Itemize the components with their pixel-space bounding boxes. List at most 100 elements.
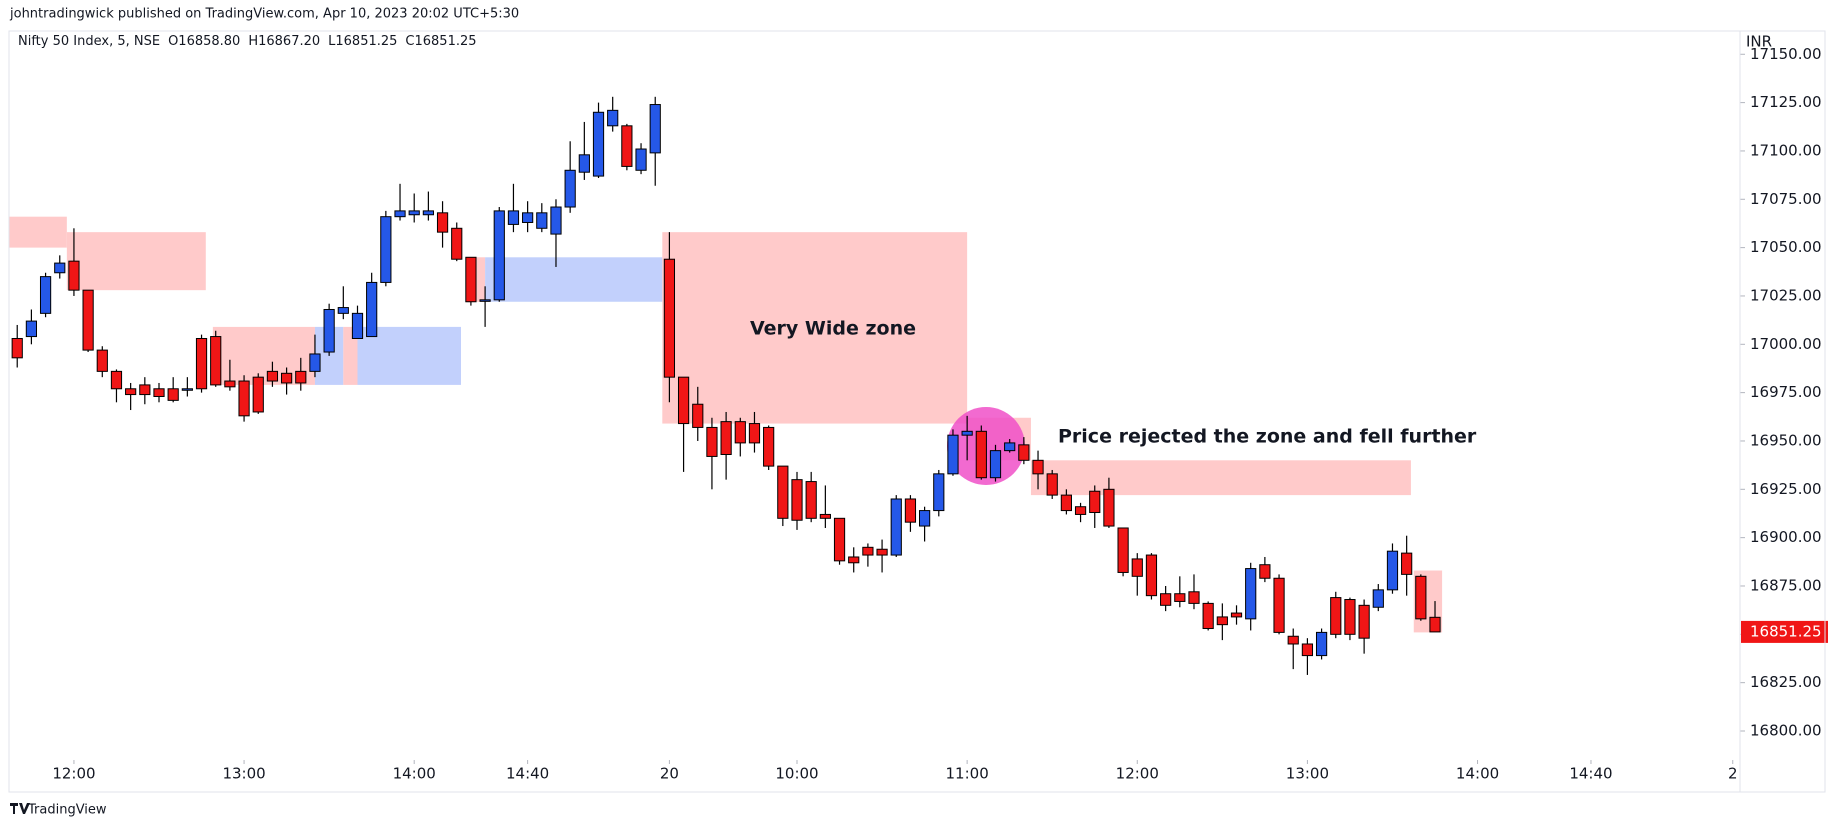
legend-high: H16867.20 bbox=[248, 34, 320, 49]
x-tick-label: 11:00 bbox=[946, 765, 989, 783]
candle-body bbox=[181, 388, 193, 391]
footer: TradingView bbox=[27, 803, 107, 818]
candle-body bbox=[1372, 589, 1384, 608]
candle-body bbox=[11, 337, 23, 359]
candle-body bbox=[110, 370, 123, 390]
candle-body bbox=[252, 376, 264, 413]
candle-body bbox=[777, 465, 789, 519]
candle-body bbox=[975, 430, 987, 479]
y-tick-label: 16950.00 bbox=[1750, 431, 1822, 449]
y-tick-label: 16825.00 bbox=[1750, 673, 1822, 691]
candle-body bbox=[1429, 616, 1441, 633]
candle-body bbox=[1188, 591, 1200, 604]
last-price-box bbox=[1741, 620, 1828, 643]
legend: Nifty 50 Index, 5, NSE O16858.80 H16867.20… bbox=[18, 34, 477, 49]
candle-body bbox=[564, 169, 576, 208]
candle-body bbox=[139, 384, 151, 396]
candle-body bbox=[1202, 602, 1214, 630]
zone bbox=[1030, 460, 1411, 496]
candle-body bbox=[210, 336, 222, 386]
candle-body bbox=[763, 426, 775, 467]
candle-body bbox=[947, 434, 959, 475]
candle-body bbox=[493, 210, 505, 301]
candle-body bbox=[961, 430, 973, 436]
candle-body bbox=[82, 289, 94, 351]
candle-body bbox=[507, 210, 520, 225]
candle-body bbox=[919, 510, 931, 527]
candle-body bbox=[1174, 593, 1186, 602]
x-tick-label: 14:40 bbox=[506, 765, 549, 783]
candle-body bbox=[1273, 577, 1285, 633]
candle-body bbox=[833, 517, 846, 562]
candle-body bbox=[125, 388, 137, 396]
zone bbox=[343, 326, 358, 385]
y-tick-label: 17100.00 bbox=[1750, 141, 1822, 159]
candle-body bbox=[238, 380, 250, 417]
x-tick-label: 20 bbox=[660, 765, 679, 783]
candle-body bbox=[607, 109, 619, 127]
candle-body bbox=[68, 260, 80, 291]
candle-body bbox=[1060, 494, 1072, 512]
x-tick-label: 12:00 bbox=[1116, 765, 1159, 783]
candle-body bbox=[706, 426, 718, 457]
candle-body bbox=[479, 299, 491, 302]
zone bbox=[485, 257, 663, 302]
candle-body bbox=[890, 498, 902, 556]
candle-body bbox=[734, 421, 746, 444]
candle-body bbox=[1216, 616, 1228, 626]
candle-body bbox=[1074, 506, 1087, 515]
candle-body bbox=[337, 307, 349, 314]
candle-body bbox=[862, 546, 874, 556]
candle-body bbox=[1145, 554, 1158, 597]
candle-body bbox=[1344, 599, 1356, 635]
frame bbox=[8, 30, 1826, 793]
y-tick-label: 16925.00 bbox=[1750, 480, 1822, 498]
currency: INR bbox=[1746, 33, 1772, 51]
candle-body bbox=[1160, 593, 1172, 606]
candle-body bbox=[436, 212, 449, 233]
x-tick-label: 10:00 bbox=[775, 765, 818, 783]
candle-body bbox=[989, 450, 1002, 479]
candle-body bbox=[224, 380, 236, 388]
candle-body bbox=[1415, 575, 1427, 620]
candle-body bbox=[536, 212, 548, 229]
x-tick-label: 14:40 bbox=[1569, 765, 1612, 783]
candle-body bbox=[394, 210, 406, 218]
legend-close: C16851.25 bbox=[405, 34, 476, 49]
y-tick-label: 17150.00 bbox=[1750, 45, 1822, 63]
candle-body bbox=[621, 125, 633, 167]
x-tick-label: 14:00 bbox=[393, 765, 436, 783]
candle-body bbox=[1358, 604, 1370, 639]
candle-body bbox=[167, 388, 179, 401]
candle-body bbox=[380, 216, 392, 283]
candle-body bbox=[366, 281, 378, 338]
candle-body bbox=[663, 258, 676, 378]
candle-body bbox=[592, 111, 605, 177]
candle-body bbox=[1330, 597, 1342, 635]
last-price-label: 16851.25 bbox=[1750, 622, 1822, 640]
candle-body bbox=[720, 421, 732, 456]
candle-body bbox=[1230, 612, 1243, 618]
x-tick-label: 2 bbox=[1728, 765, 1738, 783]
candle-body bbox=[1401, 552, 1413, 575]
candle-body bbox=[791, 479, 803, 521]
x-tick-label: 12:00 bbox=[52, 765, 95, 783]
candle-body bbox=[933, 473, 945, 512]
candle-body bbox=[1046, 473, 1058, 496]
candle-body bbox=[153, 388, 165, 398]
y-tick-label: 17125.00 bbox=[1750, 93, 1822, 111]
candle-body bbox=[805, 481, 817, 519]
candle-body bbox=[635, 148, 647, 171]
candles bbox=[11, 96, 1441, 675]
candle-body bbox=[876, 548, 888, 556]
x-tick-label: 13:00 bbox=[222, 765, 265, 783]
candle-body bbox=[280, 372, 293, 384]
candle-body bbox=[295, 370, 307, 384]
y-tick-label: 16900.00 bbox=[1750, 528, 1822, 546]
candle-body bbox=[522, 212, 534, 223]
candle-body bbox=[649, 104, 661, 154]
candle-body bbox=[848, 556, 860, 564]
x-tick-label: 13:00 bbox=[1286, 765, 1329, 783]
